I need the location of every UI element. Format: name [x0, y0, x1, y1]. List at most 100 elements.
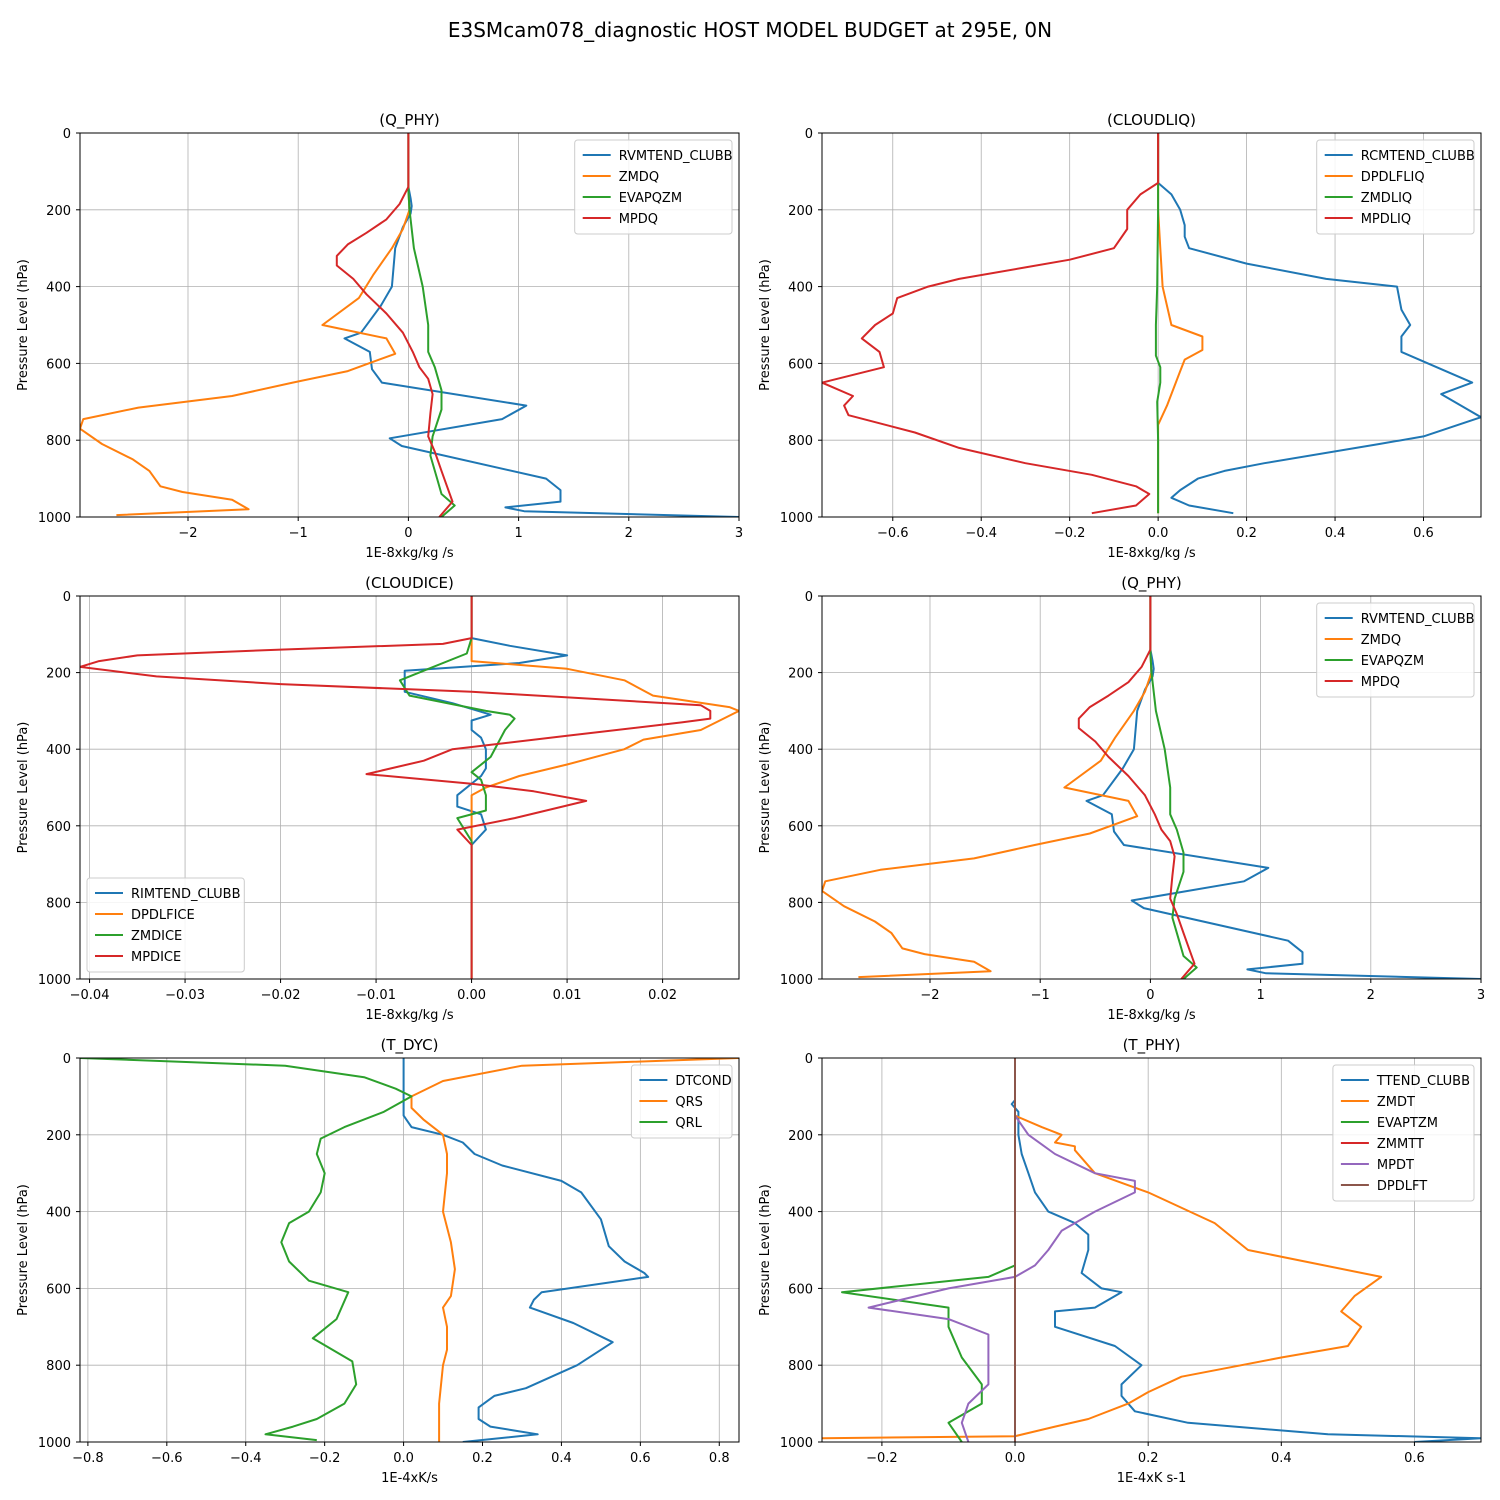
series-line-evapqzm [1149, 596, 1198, 979]
x-tick-label: 0.00 [457, 988, 486, 1003]
x-tick-label: 0.02 [648, 988, 677, 1003]
y-tick-label: 200 [46, 1129, 71, 1144]
legend-label: DPDLFT [1377, 1179, 1427, 1194]
legend: TTEND_CLUBB ZMDT EVAPTZM ZMMTT MPDT DPDLFT [1332, 1064, 1475, 1202]
x-tick-label: −0.2 [1054, 526, 1086, 541]
legend-label: DPDLFLIQ [1361, 170, 1425, 185]
y-tick-label: 1000 [38, 1436, 71, 1451]
series-line-evapqzm [407, 133, 456, 517]
legend-label: QRS [675, 1095, 703, 1110]
axes-frame [821, 1057, 1482, 1443]
legend-label: MPDICE [131, 950, 181, 965]
chart-panel-5: −0.8 −0.6 −0.4 −0.2 0.0 0.2 0.4 0.6 0.8 0 200 400 60… [16, 1036, 740, 1486]
x-tick-label: 0.6 [1413, 526, 1434, 541]
y-tick-label: 600 [788, 820, 813, 835]
y-axis-label: Pressure Level (hPa) [16, 259, 31, 391]
y-tick-label: 600 [46, 357, 71, 372]
legend-box [1316, 139, 1475, 235]
y-tick-label: 800 [788, 896, 813, 911]
x-tick-label: −2 [920, 988, 939, 1003]
y-tick-label: 0 [63, 127, 71, 142]
panel-title: (T_PHY) [1123, 1036, 1181, 1055]
x-tick-label: −0.01 [356, 988, 396, 1003]
y-tick-label: 200 [788, 204, 813, 219]
legend-label: ZMDLIQ [1361, 191, 1412, 206]
legend: RVMTEND_CLUBB ZMDQ EVAPQZM MPDQ [574, 139, 733, 235]
legend-box [574, 139, 733, 235]
series-line-zmdq [80, 133, 411, 517]
y-tick-label: 1000 [38, 511, 71, 526]
series-line-qrl [80, 1058, 413, 1442]
y-tick-label: 0 [63, 1052, 71, 1067]
x-tick-label: −0.4 [230, 1451, 262, 1466]
panel-title: (Q_PHY) [1121, 574, 1182, 593]
y-tick-label: 800 [788, 1359, 813, 1374]
legend-box [1332, 1064, 1475, 1202]
y-tick-label: 200 [788, 667, 813, 682]
x-tick-label: 1 [1256, 988, 1264, 1003]
y-axis-label: Pressure Level (hPa) [16, 722, 31, 854]
legend-label: EVAPTZM [1377, 1116, 1438, 1131]
x-tick-label: −2 [178, 526, 197, 541]
axes-frame [821, 132, 1482, 518]
series-group [80, 1058, 739, 1442]
y-tick-label: 400 [788, 281, 813, 296]
x-tick-label: 3 [1477, 988, 1485, 1003]
x-tick-label: −0.4 [965, 526, 997, 541]
x-axis-label: 1E-4xK/s [381, 1471, 438, 1486]
legend-label: ZMDT [1377, 1095, 1415, 1110]
legend-label: TTEND_CLUBB [1376, 1074, 1470, 1089]
y-tick-label: 600 [46, 820, 71, 835]
legend-label: RVMTEND_CLUBB [619, 149, 733, 164]
series-line-ttend_clubb [1010, 1058, 1481, 1442]
series-line-dpdlfliq [1157, 133, 1204, 514]
series-line-dpdlfice [470, 596, 739, 979]
legend-label: QRL [675, 1116, 702, 1131]
y-tick-label: 400 [788, 743, 813, 758]
chart-panel-4: −2 −1 0 1 2 3 0 200 400 600 800 1000 (Q_PHY) 1E-8xkg/… [758, 574, 1485, 1023]
legend-box [1316, 602, 1475, 698]
series-line-mpdq [1077, 596, 1196, 979]
axes-frame [821, 595, 1482, 980]
x-tick-label: −1 [289, 526, 308, 541]
y-tick-label: 800 [46, 896, 71, 911]
x-tick-label: −0.04 [70, 988, 110, 1003]
series-line-mpdq [335, 133, 454, 517]
x-axis-label: 1E-4xK s-1 [1117, 1471, 1187, 1486]
chart-panel-3: −0.04 −0.03 −0.02 −0.01 0.00 0.01 0.02 0 200 400 6… [16, 574, 740, 1023]
y-tick-label: 400 [788, 1206, 813, 1221]
y-tick-label: 800 [46, 434, 71, 449]
legend-label: ZMDQ [619, 170, 659, 185]
legend-label: ZMDICE [131, 929, 182, 944]
legend-label: MPDT [1377, 1158, 1414, 1173]
y-tick-label: 400 [46, 1206, 71, 1221]
x-axis-label: 1E-8xkg/kg /s [1107, 1008, 1196, 1023]
x-tick-label: 0.2 [472, 1451, 493, 1466]
x-tick-label: 0.2 [1138, 1451, 1159, 1466]
legend-label: DPDLFICE [131, 908, 195, 923]
y-tick-label: 200 [46, 204, 71, 219]
y-tick-label: 0 [805, 590, 813, 605]
x-tick-label: 0 [404, 526, 412, 541]
figure-title: E3SMcam078_diagnostic HOST MODEL BUDGET … [448, 18, 1052, 42]
x-tick-label: 2 [625, 526, 633, 541]
y-tick-label: 400 [46, 281, 71, 296]
legend-label: ZMDQ [1361, 633, 1401, 648]
panel-title: (CLOUDLIQ) [1107, 111, 1196, 129]
x-tick-label: 0.6 [1404, 1451, 1425, 1466]
series-line-zmdliq [1154, 133, 1162, 514]
series-group [80, 596, 739, 979]
legend-box [630, 1064, 733, 1139]
legend-box [86, 877, 245, 973]
x-tick-label: 0.0 [393, 1451, 414, 1466]
y-tick-label: 0 [63, 590, 71, 605]
x-tick-label: 0.6 [630, 1451, 651, 1466]
x-tick-label: 0.4 [551, 1451, 572, 1466]
legend-label: EVAPQZM [1361, 654, 1424, 669]
x-tick-label: 0.01 [553, 988, 582, 1003]
x-axis-label: 1E-8xkg/kg /s [365, 546, 454, 561]
series-group [80, 133, 739, 517]
legend: RVMTEND_CLUBB ZMDQ EVAPQZM MPDQ [1316, 602, 1475, 698]
chart-panel-6: −0.2 0.0 0.2 0.4 0.6 0 200 400 600 800 1000 (T_PHY)… [758, 1036, 1482, 1486]
